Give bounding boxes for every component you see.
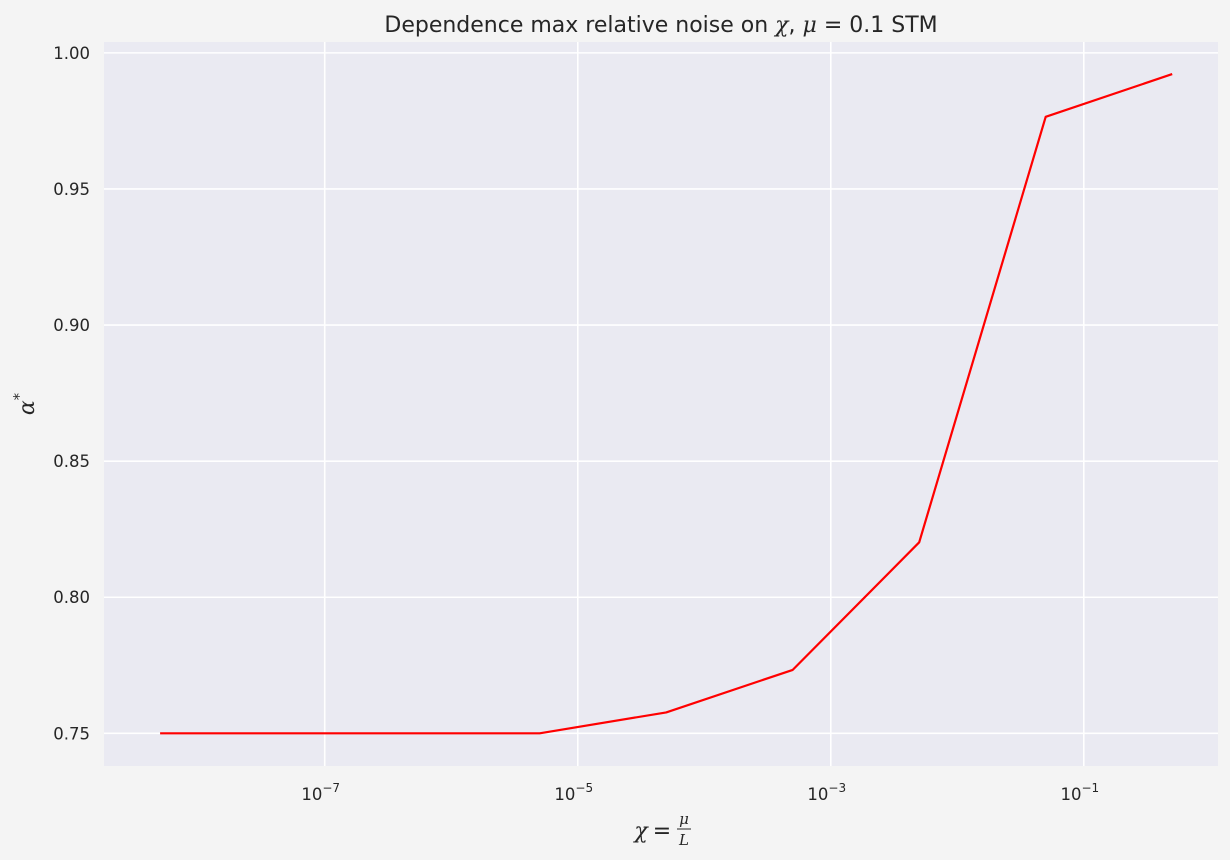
- y-tick-label: 0.90: [53, 316, 90, 335]
- x-axis-label-denominator: L: [678, 831, 689, 849]
- x-axis-label-chi: χ: [632, 819, 649, 844]
- y-tick-label: 1.00: [53, 44, 90, 63]
- chart-title: Dependence max relative noise on χ, μ = …: [384, 13, 937, 38]
- x-tick-exponent: −5: [575, 781, 593, 795]
- x-tick-label: 10−1: [1060, 781, 1099, 804]
- x-tick-exponent: −1: [1081, 781, 1099, 795]
- chart-title-chi: χ: [773, 13, 790, 38]
- series-layer: [160, 73, 1173, 735]
- x-tick-base: 10: [807, 785, 828, 804]
- y-tick-labels: 0.75 0.80 0.85 0.90 0.95 1.00: [53, 44, 90, 743]
- x-axis-label-equals: =: [653, 819, 671, 844]
- y-axis-label-alpha: α: [15, 400, 40, 415]
- x-tick-label: 10−3: [807, 781, 846, 804]
- chart-title-suffix: = 0.1 STM: [817, 13, 938, 38]
- x-tick-label: 10−5: [554, 781, 593, 804]
- x-tick-exponent: −7: [322, 781, 340, 795]
- x-tick-labels: 10−7 10−5 10−3 10−1: [301, 781, 1099, 804]
- chart-title-mu: μ: [803, 13, 817, 38]
- x-tick-label: 10−7: [301, 781, 340, 804]
- grid-layer: [104, 42, 1218, 766]
- y-axis-label: α*: [10, 392, 40, 415]
- y-tick-label: 0.80: [53, 588, 90, 607]
- chart-title-comma: ,: [789, 13, 803, 38]
- y-tick-label: 0.85: [53, 452, 90, 471]
- x-axis-label: χ = μ L: [632, 810, 691, 849]
- x-tick-base: 10: [301, 785, 322, 804]
- y-axis-label-star: *: [10, 392, 28, 400]
- y-tick-label: 0.75: [53, 724, 90, 743]
- x-tick-base: 10: [1060, 785, 1081, 804]
- x-tick-exponent: −3: [828, 781, 846, 795]
- plot-area: [104, 42, 1218, 766]
- y-tick-label: 0.95: [53, 180, 90, 199]
- x-axis-label-numerator: μ: [679, 810, 689, 828]
- x-tick-base: 10: [554, 785, 575, 804]
- chart-title-prefix: Dependence max relative noise on: [384, 13, 775, 38]
